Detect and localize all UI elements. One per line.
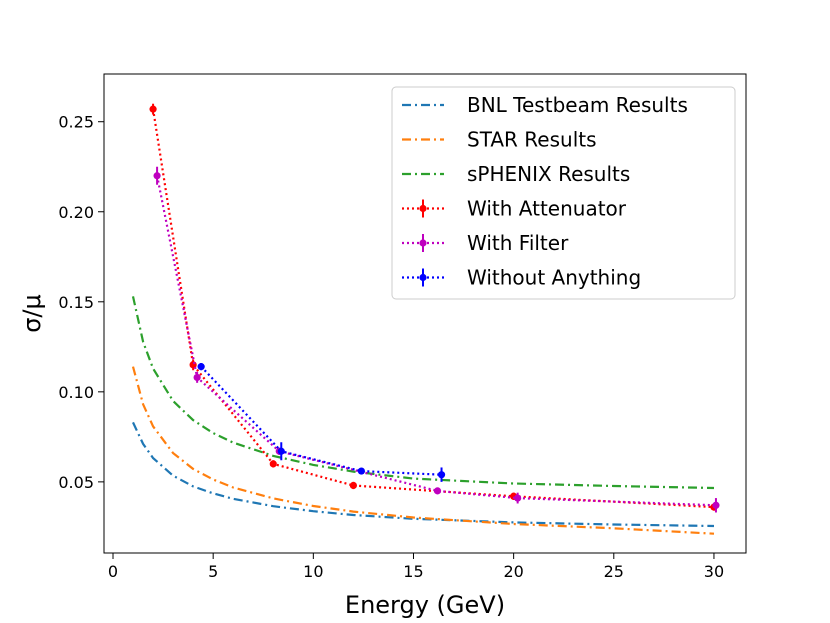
bnl-testbeam-results-line <box>132 421 715 528</box>
x-tick-label: 0 <box>108 562 118 581</box>
x-tick-label: 15 <box>403 562 423 581</box>
star-results-line <box>131 366 715 535</box>
legend-bnl-testbeam-results-label: BNL Testbeam Results <box>467 93 688 117</box>
y-tick-label: 0.15 <box>58 293 94 312</box>
x-axis: 0 5 10 15 20 25 30 <box>108 553 724 581</box>
legend-box <box>391 86 736 300</box>
without-anything-point <box>197 363 205 371</box>
x-tick-label: 30 <box>704 562 724 581</box>
with-attenuator-point <box>149 105 157 113</box>
with-attenuator-line <box>152 108 715 509</box>
legend-with-attenuator-marker <box>419 204 427 213</box>
legend-without-anything-marker <box>419 273 427 282</box>
without-anything-point <box>357 467 366 475</box>
legend-with-filter-marker <box>419 239 427 247</box>
y-tick-label: 0.05 <box>58 473 94 492</box>
x-tick-label: 5 <box>208 562 218 581</box>
curves-layer <box>131 296 715 535</box>
legend-without-anything-label: Without Anything <box>467 266 641 290</box>
with-filter-point <box>433 487 442 495</box>
y-tick-label: 0.20 <box>58 203 94 222</box>
legend-with-attenuator-label: With Attenuator <box>467 197 627 221</box>
x-tick-label: 10 <box>303 562 323 581</box>
series-layer <box>149 103 720 513</box>
legend-sphenix-results-label: sPHENIX Results <box>467 162 630 186</box>
y-axis: 0.05 0.10 0.15 0.20 0.25 <box>58 113 104 492</box>
y-tick-label: 0.10 <box>58 383 94 402</box>
without-anything-point <box>277 447 285 455</box>
sphenix-results-line <box>131 296 715 490</box>
x-axis-label: Energy (GeV) <box>345 591 505 619</box>
legend: BNL Testbeam Results STAR Results sPHENIX … <box>391 86 736 300</box>
with-attenuator-point <box>349 481 357 490</box>
x-tick-label: 25 <box>604 562 624 581</box>
legend-star-results-label: STAR Results <box>467 128 597 152</box>
with-attenuator-point <box>269 460 277 468</box>
x-tick-label: 20 <box>503 562 523 581</box>
y-axis-label: σ/μ <box>18 294 46 333</box>
without-anything-line <box>200 365 442 476</box>
with-filter-point <box>514 494 522 502</box>
without-anything-point <box>437 471 446 479</box>
y-tick-label: 0.25 <box>58 113 94 132</box>
plot-frame <box>103 73 747 554</box>
with-filter-point <box>712 501 720 509</box>
with-filter-point <box>193 373 201 382</box>
with-filter-point <box>153 172 161 180</box>
legend-with-filter-label: With Filter <box>467 231 569 255</box>
with-filter-line <box>156 175 717 507</box>
